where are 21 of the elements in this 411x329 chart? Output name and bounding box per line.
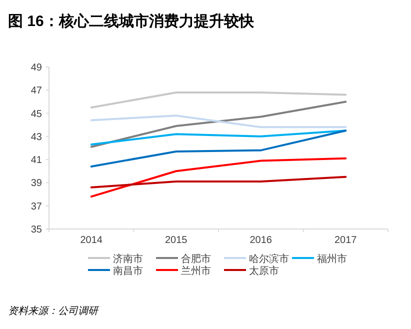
title: 图 16：核心二线城市消费力提升较快: [8, 13, 254, 30]
legend-label: 兰州市: [181, 265, 211, 277]
y-tick-label: 49: [30, 62, 42, 74]
y-tick-label: 35: [30, 224, 42, 236]
legend-label: 南昌市: [113, 265, 143, 277]
x-tick-label: 2014: [80, 235, 103, 246]
x-tick-label: 2016: [250, 235, 272, 246]
legend-label: 福州市: [317, 253, 347, 265]
y-tick-label: 41: [30, 155, 42, 166]
legend-label: 哈尔滨市: [249, 253, 289, 265]
y-tick-label: 47: [30, 86, 42, 97]
legend-label: 合肥市: [181, 253, 211, 265]
y-tick-label: 39: [30, 178, 42, 190]
y-tick-label: 43: [30, 132, 42, 143]
y-tick-label: 37: [30, 201, 42, 212]
y-tick-label: 45: [30, 108, 42, 120]
x-tick-label: 2017: [334, 235, 358, 246]
x-tick-label: 2015: [165, 235, 188, 246]
legend-label: 济南市: [113, 253, 143, 265]
legend-label: 太原市: [249, 265, 279, 277]
annotation: 资料来源：公司调研: [8, 306, 98, 317]
